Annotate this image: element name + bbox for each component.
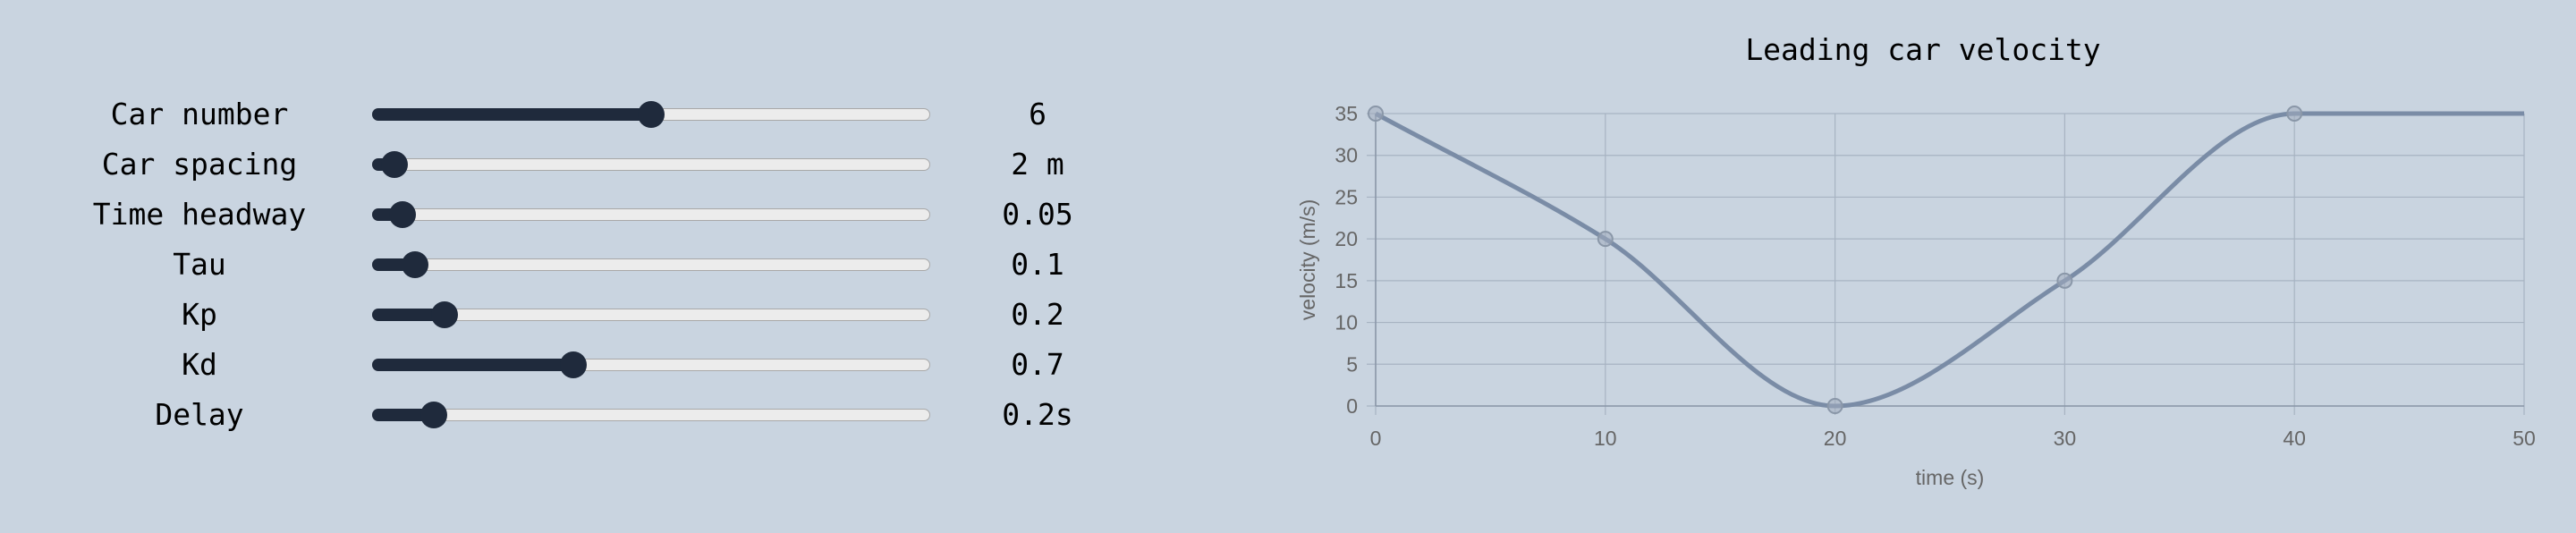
control-label: Tau (173, 247, 226, 282)
control-row: Car number 6 (0, 89, 1163, 140)
slider-thumb[interactable] (402, 251, 429, 278)
x-axis-title: time (s) (1916, 466, 1985, 489)
y-axis-title: velocity (m/s) (1296, 199, 1319, 320)
control-row: Kd 0.7 (0, 340, 1163, 390)
data-point (2056, 272, 2073, 289)
slider-thumb[interactable] (380, 151, 408, 178)
slider-fill (372, 359, 573, 371)
controls-panel: Car number 6 Car spacing 2 m Time headway 0.0… (0, 0, 1163, 533)
slider-thumb[interactable] (431, 301, 459, 328)
slider-fill (372, 108, 651, 121)
slider-thumb[interactable] (419, 402, 447, 428)
velocity-series-line (1374, 111, 2524, 409)
control-slider[interactable] (372, 340, 930, 390)
control-slider[interactable] (372, 190, 930, 240)
chart-panel: Leading car velocity 0 10 20 30 40 50 0 5 10 15 20… (1270, 0, 2576, 533)
control-label: Kd (182, 347, 217, 382)
x-tick-label: 20 (1824, 427, 1847, 450)
control-value: 0.2s (1002, 397, 1073, 432)
control-value: 6 (1029, 97, 1046, 131)
control-row: Kp 0.2 (0, 290, 1163, 340)
slider-fill (372, 409, 434, 421)
x-tick-label: 30 (2054, 427, 2077, 450)
control-label: Car number (110, 97, 289, 131)
y-tick-label: 25 (1335, 185, 1358, 208)
y-tick-label: 0 (1346, 394, 1358, 418)
slider-thumb[interactable] (638, 101, 665, 128)
control-slider[interactable] (372, 390, 930, 440)
control-value: 2 m (1011, 147, 1064, 182)
control-value: 0.2 (1011, 297, 1064, 332)
control-value: 0.7 (1011, 347, 1064, 382)
velocity-chart: 0 10 20 30 40 50 0 5 10 15 20 25 30 35 time (s) velocit… (1296, 102, 2536, 489)
slider-track[interactable] (372, 409, 930, 421)
data-point (1826, 398, 1843, 414)
control-label: Delay (155, 397, 244, 432)
control-slider[interactable] (372, 89, 930, 140)
control-value: 0.1 (1011, 247, 1064, 282)
control-slider[interactable] (372, 140, 930, 190)
control-slider[interactable] (372, 290, 930, 340)
slider-track[interactable] (372, 208, 930, 221)
control-label: Kp (182, 297, 217, 332)
data-point (1368, 106, 1384, 122)
control-slider[interactable] (372, 240, 930, 290)
y-tick-label: 10 (1335, 311, 1358, 334)
y-tick-label: 5 (1346, 352, 1358, 376)
control-row: Delay 0.2s (0, 390, 1163, 440)
x-tick-label: 40 (2283, 427, 2306, 450)
slider-fill (372, 309, 445, 321)
x-tick-label: 10 (1594, 427, 1617, 450)
y-tick-label: 35 (1335, 102, 1358, 125)
y-tick-label: 30 (1335, 144, 1358, 167)
control-value: 0.05 (1002, 197, 1073, 232)
x-tick-label: 50 (2512, 427, 2536, 450)
control-label: Time headway (92, 197, 307, 232)
slider-track[interactable] (372, 158, 930, 171)
y-tick-label: 20 (1335, 227, 1358, 250)
data-point (2286, 106, 2303, 122)
y-tick-label: 15 (1335, 269, 1358, 292)
slider-thumb[interactable] (389, 201, 417, 228)
control-row: Tau 0.1 (0, 240, 1163, 290)
control-row: Time headway 0.05 (0, 190, 1163, 240)
chart-title: Leading car velocity (1745, 32, 2101, 67)
slider-thumb[interactable] (559, 351, 587, 378)
data-point (1597, 231, 1614, 248)
control-label: Car spacing (101, 147, 298, 182)
slider-track[interactable] (372, 258, 930, 271)
control-row: Car spacing 2 m (0, 140, 1163, 190)
x-tick-label: 0 (1370, 427, 1382, 450)
